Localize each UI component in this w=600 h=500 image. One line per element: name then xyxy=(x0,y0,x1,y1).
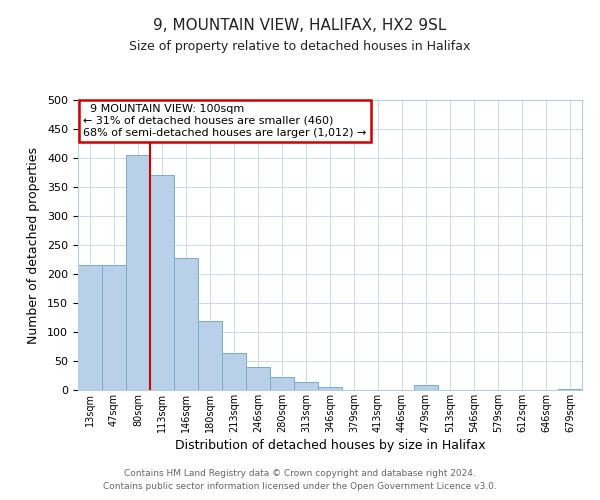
Text: Contains HM Land Registry data © Crown copyright and database right 2024.: Contains HM Land Registry data © Crown c… xyxy=(124,468,476,477)
Text: Contains public sector information licensed under the Open Government Licence v3: Contains public sector information licen… xyxy=(103,482,497,491)
Bar xyxy=(222,354,246,390)
Bar xyxy=(294,382,318,390)
Bar xyxy=(558,389,582,390)
Bar xyxy=(126,155,150,390)
Text: 9, MOUNTAIN VIEW, HALIFAX, HX2 9SL: 9, MOUNTAIN VIEW, HALIFAX, HX2 9SL xyxy=(154,18,446,32)
Bar xyxy=(150,176,174,390)
Bar xyxy=(102,266,126,390)
Text: 9 MOUNTAIN VIEW: 100sqm  
← 31% of detached houses are smaller (460)
68% of semi: 9 MOUNTAIN VIEW: 100sqm ← 31% of detache… xyxy=(83,104,367,138)
X-axis label: Distribution of detached houses by size in Halifax: Distribution of detached houses by size … xyxy=(175,439,485,452)
Bar xyxy=(78,266,102,390)
Bar xyxy=(318,386,342,390)
Y-axis label: Number of detached properties: Number of detached properties xyxy=(27,146,40,344)
Bar xyxy=(198,321,222,390)
Bar xyxy=(414,386,438,390)
Bar xyxy=(246,368,270,390)
Text: Size of property relative to detached houses in Halifax: Size of property relative to detached ho… xyxy=(130,40,470,53)
Bar xyxy=(270,377,294,390)
Bar xyxy=(174,258,198,390)
